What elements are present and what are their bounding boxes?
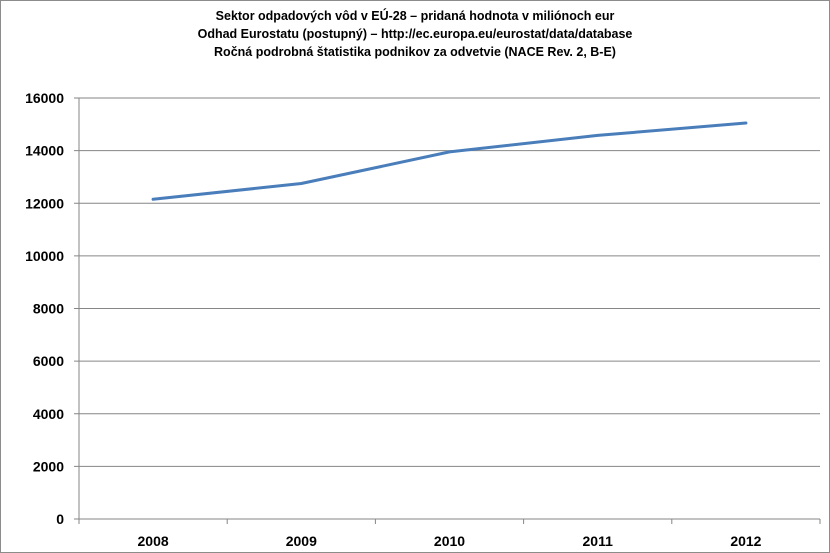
y-tick-label: 0 (56, 511, 64, 527)
y-tick-label: 12000 (25, 195, 64, 211)
chart-title-line-3: Ročná podrobná štatistika podnikov za od… (214, 45, 616, 59)
y-tick-label: 6000 (33, 353, 64, 369)
y-tick-label: 16000 (25, 90, 64, 106)
x-tick-label: 2010 (434, 533, 465, 549)
y-tick-label: 8000 (33, 301, 64, 317)
x-tick-label: 2009 (286, 533, 317, 549)
series-line (151, 121, 748, 201)
y-tick-label: 14000 (25, 143, 64, 159)
y-tick-label: 4000 (33, 406, 64, 422)
chart-title-line-1: Sektor odpadových vôd v EÚ-28 – pridaná … (215, 9, 615, 23)
x-tick-label: 2011 (583, 533, 614, 549)
y-tick-label: 2000 (33, 458, 64, 474)
chart-title-line-2: Odhad Eurostatu (postupný) – http://ec.e… (197, 27, 633, 41)
y-tick-label: 10000 (25, 248, 64, 264)
x-tick-label: 2012 (730, 533, 761, 549)
chart-title: Sektor odpadových vôd v EÚ-28 – pridaná … (0, 7, 830, 61)
x-tick-label: 2008 (138, 533, 169, 549)
